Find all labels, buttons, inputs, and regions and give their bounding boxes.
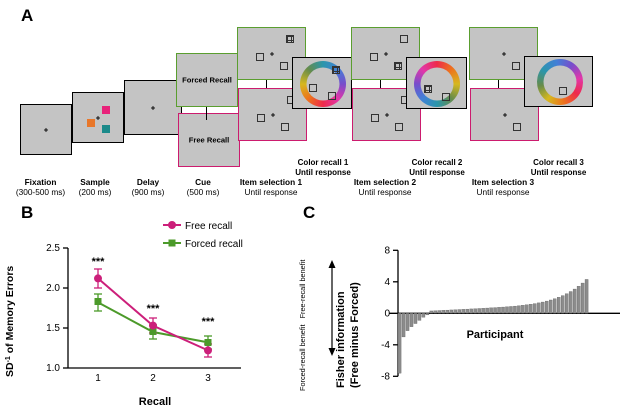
svg-text:8: 8 bbox=[384, 246, 390, 257]
svg-text:-4: -4 bbox=[381, 340, 390, 351]
svg-text:4: 4 bbox=[384, 277, 390, 288]
svg-text:-8: -8 bbox=[381, 372, 390, 383]
svg-text:0: 0 bbox=[384, 309, 390, 320]
